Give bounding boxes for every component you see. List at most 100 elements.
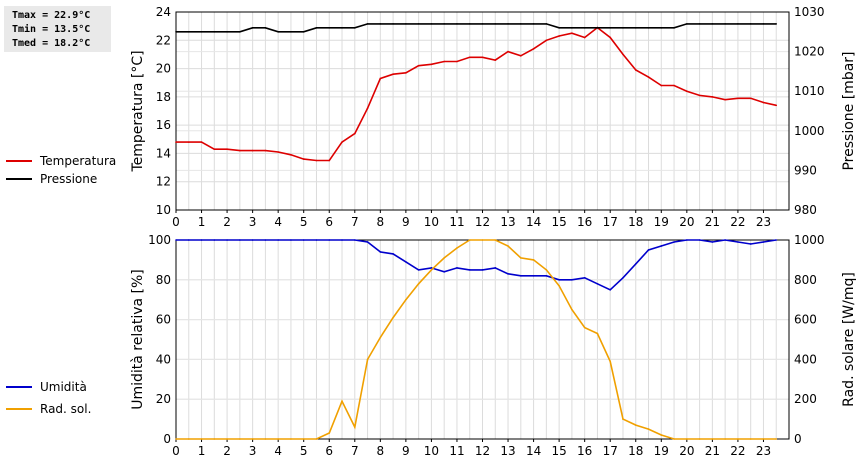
data-point <box>341 239 343 241</box>
x-tick-label: 9 <box>402 444 410 458</box>
data-point <box>430 267 433 269</box>
data-point <box>302 158 305 160</box>
data-point <box>315 438 318 440</box>
data-point <box>175 31 177 33</box>
data-point <box>737 23 739 25</box>
x-tick-label: 19 <box>654 215 669 229</box>
data-point <box>520 23 522 25</box>
x-tick-label: 12 <box>475 444 490 458</box>
data-point <box>571 279 573 281</box>
legend-pressure-label: Pressione <box>40 172 98 186</box>
data-point <box>187 239 190 241</box>
data-point <box>686 90 688 92</box>
data-point <box>366 241 369 243</box>
x-tick-label: 1 <box>198 215 206 229</box>
data-point <box>430 269 433 271</box>
data-point <box>622 277 624 279</box>
data-point <box>622 418 624 420</box>
data-point <box>571 32 573 35</box>
x-tick-label: 21 <box>705 444 720 458</box>
data-point <box>711 23 714 25</box>
y-right-tick-label: 200 <box>794 392 817 406</box>
data-point <box>647 428 650 430</box>
x-tick-label: 20 <box>679 444 694 458</box>
x-tick-label: 11 <box>449 444 464 458</box>
data-point <box>315 159 318 162</box>
y-left-tick-label: 22 <box>156 33 171 47</box>
data-point <box>468 269 471 271</box>
y-right-tick-label: 600 <box>794 313 817 327</box>
data-point <box>775 239 778 241</box>
data-point <box>545 23 548 25</box>
y-left-tick-label: 18 <box>156 90 171 104</box>
y-right-tick-label: 990 <box>794 163 817 177</box>
x-tick-label: 14 <box>526 444 541 458</box>
data-point <box>187 31 190 33</box>
data-point <box>507 23 509 25</box>
data-point <box>660 434 663 436</box>
data-point <box>392 73 394 76</box>
data-point <box>481 56 484 59</box>
data-point <box>468 23 471 25</box>
data-point <box>366 107 369 109</box>
data-point <box>443 271 445 273</box>
data-point <box>456 23 458 25</box>
data-point <box>647 76 650 78</box>
x-tick-label: 22 <box>730 215 745 229</box>
data-point <box>749 97 752 100</box>
data-point <box>213 148 216 150</box>
data-point <box>353 27 356 29</box>
legend-radiation-label: Rad. sol. <box>40 402 92 416</box>
x-tick-label: 2 <box>223 215 231 229</box>
legend-humidity-label: Umidità <box>40 380 87 394</box>
x-tick-label: 21 <box>705 215 720 229</box>
y-right-tick-label: 800 <box>794 273 817 287</box>
data-point <box>443 60 445 63</box>
data-point <box>698 239 701 241</box>
series-line-umidit <box>176 239 777 291</box>
data-point <box>673 27 675 29</box>
data-point <box>290 31 292 33</box>
legend-pressure: Pressione <box>6 171 97 187</box>
data-point <box>532 23 535 25</box>
data-point <box>634 69 637 71</box>
y-left-tick-label: 40 <box>156 352 171 366</box>
x-tick-label: 6 <box>325 444 333 458</box>
x-tick-label: 19 <box>654 444 669 458</box>
data-point <box>532 275 535 277</box>
data-point <box>622 27 624 29</box>
data-point <box>405 298 407 301</box>
y-left-tick-label: 100 <box>148 233 171 247</box>
data-point <box>417 23 420 25</box>
x-tick-label: 16 <box>577 444 592 458</box>
data-point <box>494 239 497 241</box>
data-point <box>328 432 331 434</box>
series-line-rad-sol <box>176 239 777 440</box>
x-tick-label: 3 <box>249 444 257 458</box>
data-point <box>698 438 701 440</box>
data-point <box>264 438 267 440</box>
x-tick-label: 2 <box>223 444 231 458</box>
data-point <box>609 27 612 29</box>
y-right-tick-label: 1030 <box>794 5 825 19</box>
y-left-tick-label: 10 <box>156 203 171 217</box>
y-left-tick-label: 80 <box>156 273 171 287</box>
tmed-text: Tmed = 18.2°C <box>12 38 91 49</box>
legend-humidity-swatch <box>6 386 32 388</box>
data-point <box>290 438 292 440</box>
data-point <box>520 55 522 57</box>
data-point <box>494 23 497 25</box>
data-point <box>277 239 279 241</box>
x-tick-label: 17 <box>603 215 618 229</box>
data-point <box>226 148 228 150</box>
data-point <box>545 39 548 42</box>
data-point <box>737 241 739 243</box>
y-right-tick-label: 400 <box>794 352 817 366</box>
data-point <box>762 438 765 440</box>
data-point <box>328 159 331 162</box>
data-point <box>239 149 241 152</box>
y-left-tick-label: 0 <box>163 432 171 446</box>
x-tick-label: 1 <box>198 444 206 458</box>
y-left-tick-label: 14 <box>156 146 171 160</box>
x-tick-label: 8 <box>377 444 385 458</box>
